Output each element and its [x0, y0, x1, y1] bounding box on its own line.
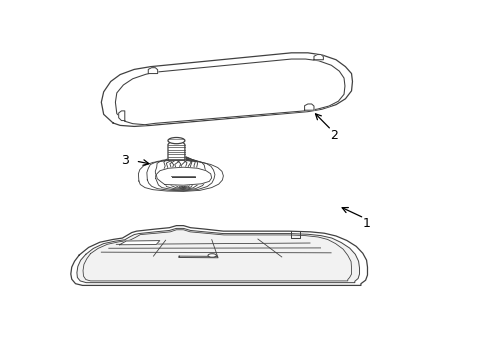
Polygon shape: [101, 53, 352, 126]
Polygon shape: [313, 55, 323, 60]
Polygon shape: [77, 228, 359, 283]
Polygon shape: [168, 141, 184, 160]
Polygon shape: [115, 59, 344, 125]
Polygon shape: [119, 240, 160, 245]
Polygon shape: [304, 104, 313, 110]
Polygon shape: [148, 68, 157, 73]
Text: 1: 1: [362, 217, 370, 230]
Text: 2: 2: [329, 129, 337, 141]
Polygon shape: [156, 167, 211, 185]
Polygon shape: [179, 256, 218, 258]
Polygon shape: [138, 160, 223, 192]
Ellipse shape: [207, 254, 216, 257]
Ellipse shape: [168, 138, 184, 144]
Text: 3: 3: [121, 154, 128, 167]
Polygon shape: [119, 111, 124, 121]
Polygon shape: [71, 226, 367, 285]
